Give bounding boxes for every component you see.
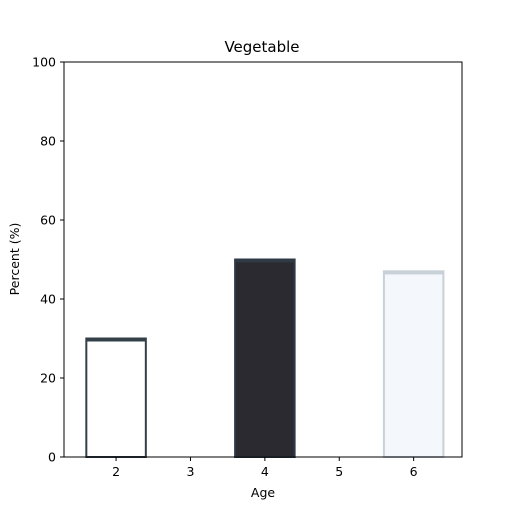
y-tick-label: 40 <box>40 292 56 307</box>
bar-age-4 <box>234 258 296 458</box>
x-tick-label: 3 <box>186 464 194 479</box>
chart-title: Vegetable <box>224 38 299 56</box>
y-tick-label: 20 <box>40 371 56 386</box>
x-tick-label: 6 <box>410 464 418 479</box>
bar-age-6 <box>382 270 445 458</box>
x-tick-label: 2 <box>112 464 120 479</box>
x-tick-label: 5 <box>335 464 343 479</box>
y-tick-label: 0 <box>48 450 56 465</box>
plot-area-frame <box>63 61 463 458</box>
y-tick-label: 80 <box>40 134 56 149</box>
y-tick-label: 60 <box>40 213 56 228</box>
y-tick-label: 100 <box>32 55 56 70</box>
y-axis-label: Percent (%) <box>7 223 22 296</box>
bar-age-2 <box>85 337 147 458</box>
x-tick-label: 4 <box>261 464 269 479</box>
x-axis-label: Age <box>251 485 275 500</box>
